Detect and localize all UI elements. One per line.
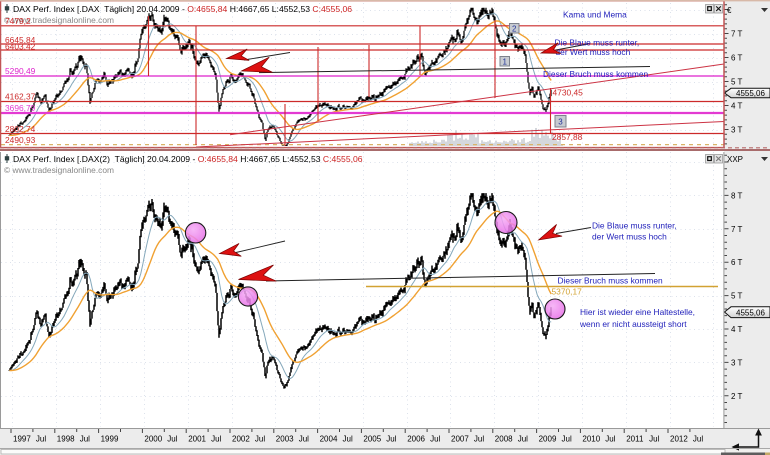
svg-text:Jul: Jul [343,435,353,444]
svg-text:€: € [727,6,732,15]
svg-text:Die Blaue muss runter,: Die Blaue muss runter, [555,38,640,48]
svg-text:Jul: Jul [430,435,440,444]
svg-text:2001: 2001 [188,435,206,444]
svg-text:6 T: 6 T [731,258,743,267]
svg-text:2490,93: 2490,93 [5,135,36,145]
svg-text:2007: 2007 [451,435,469,444]
svg-text:1997: 1997 [13,435,31,444]
svg-text:1998: 1998 [57,435,75,444]
svg-text:© www.tradesignalonline.com: © www.tradesignalonline.com [4,165,114,175]
svg-text:1999: 1999 [101,435,119,444]
svg-text:Jul: Jul [562,435,572,444]
svg-text:2012: 2012 [670,435,688,444]
svg-text:Jul: Jul [36,435,46,444]
svg-text:5290,49: 5290,49 [5,66,36,76]
svg-text:2010: 2010 [582,435,600,444]
svg-text:2011: 2011 [626,435,644,444]
svg-text:2 T: 2 T [731,392,743,401]
svg-text:3: 3 [558,117,563,126]
svg-text:Jul: Jul [211,435,221,444]
svg-text:4555,06: 4555,06 [736,89,765,98]
svg-text:7 T: 7 T [731,225,743,234]
svg-text:Dieser Bruch muss kommen: Dieser Bruch muss kommen [558,276,664,286]
svg-text:3 T: 3 T [731,126,743,135]
svg-text:2002: 2002 [232,435,250,444]
svg-text:5 T: 5 T [731,292,743,301]
svg-text:2008: 2008 [495,435,513,444]
svg-text:Jul: Jul [386,435,396,444]
svg-text:Jul: Jul [649,435,659,444]
svg-text:XXP: XXP [727,155,743,164]
svg-text:4162,37: 4162,37 [5,92,36,102]
svg-text:wenn er nicht aussteigt short: wenn er nicht aussteigt short [579,319,687,329]
svg-text:Dieser Bruch muss kommen: Dieser Bruch muss kommen [543,69,649,79]
svg-text:der Wert muss hoch: der Wert muss hoch [592,232,667,242]
svg-text:8 T: 8 T [731,191,743,200]
svg-text:5370,17: 5370,17 [552,287,583,297]
svg-text:2: 2 [512,24,517,33]
svg-text:4 T: 4 T [731,102,743,111]
svg-text:3696,79: 3696,79 [5,103,36,113]
svg-text:der Wert muss hoch: der Wert muss hoch [556,47,631,57]
svg-text:2802,74: 2802,74 [5,124,36,134]
svg-text:4 T: 4 T [731,325,743,334]
svg-text:© www.tradesignalonline.com: © www.tradesignalonline.com [4,15,114,25]
svg-text:Jul: Jul [80,435,90,444]
svg-text:5 T: 5 T [731,78,743,87]
svg-text:Kama und Mema: Kama und Mema [563,10,627,20]
svg-text:2009: 2009 [539,435,557,444]
svg-text:2000: 2000 [144,435,162,444]
svg-text:4555,06: 4555,06 [736,308,765,317]
svg-text:Jul: Jul [693,435,703,444]
svg-text:2006: 2006 [407,435,425,444]
svg-text:Jul: Jul [167,435,177,444]
svg-text:7479,2: 7479,2 [5,16,31,26]
svg-text:DAX Perf. Index [.DAX Täglich: DAX Perf. Index [.DAX Täglich] 20.04.200… [13,4,352,14]
svg-text:6 T: 6 T [731,54,743,63]
svg-text:4730,45: 4730,45 [553,88,584,98]
svg-text:DAX Perf. Index [.DAX(2) Tägl: DAX Perf. Index [.DAX(2) Täglich] 20.04.… [13,154,363,164]
svg-text:6403,42: 6403,42 [5,41,36,51]
svg-text:Jul: Jul [518,435,528,444]
svg-text:Jul: Jul [255,435,265,444]
svg-text:Hier ist wieder eine Haltestel: Hier ist wieder eine Haltestelle, [580,307,695,317]
svg-text:Jul: Jul [605,435,615,444]
svg-text:2003: 2003 [276,435,294,444]
svg-text:3 T: 3 T [731,358,743,367]
svg-text:6645,84: 6645,84 [5,35,36,45]
svg-text:Die Blaue muss runter,: Die Blaue muss runter, [592,221,677,231]
svg-text:2857,88: 2857,88 [552,132,583,142]
svg-text:1: 1 [503,57,508,66]
svg-text:Jul: Jul [299,435,309,444]
svg-text:2004: 2004 [320,435,338,444]
svg-text:7 T: 7 T [731,30,743,39]
svg-text:2005: 2005 [363,435,381,444]
svg-text:Jul: Jul [474,435,484,444]
